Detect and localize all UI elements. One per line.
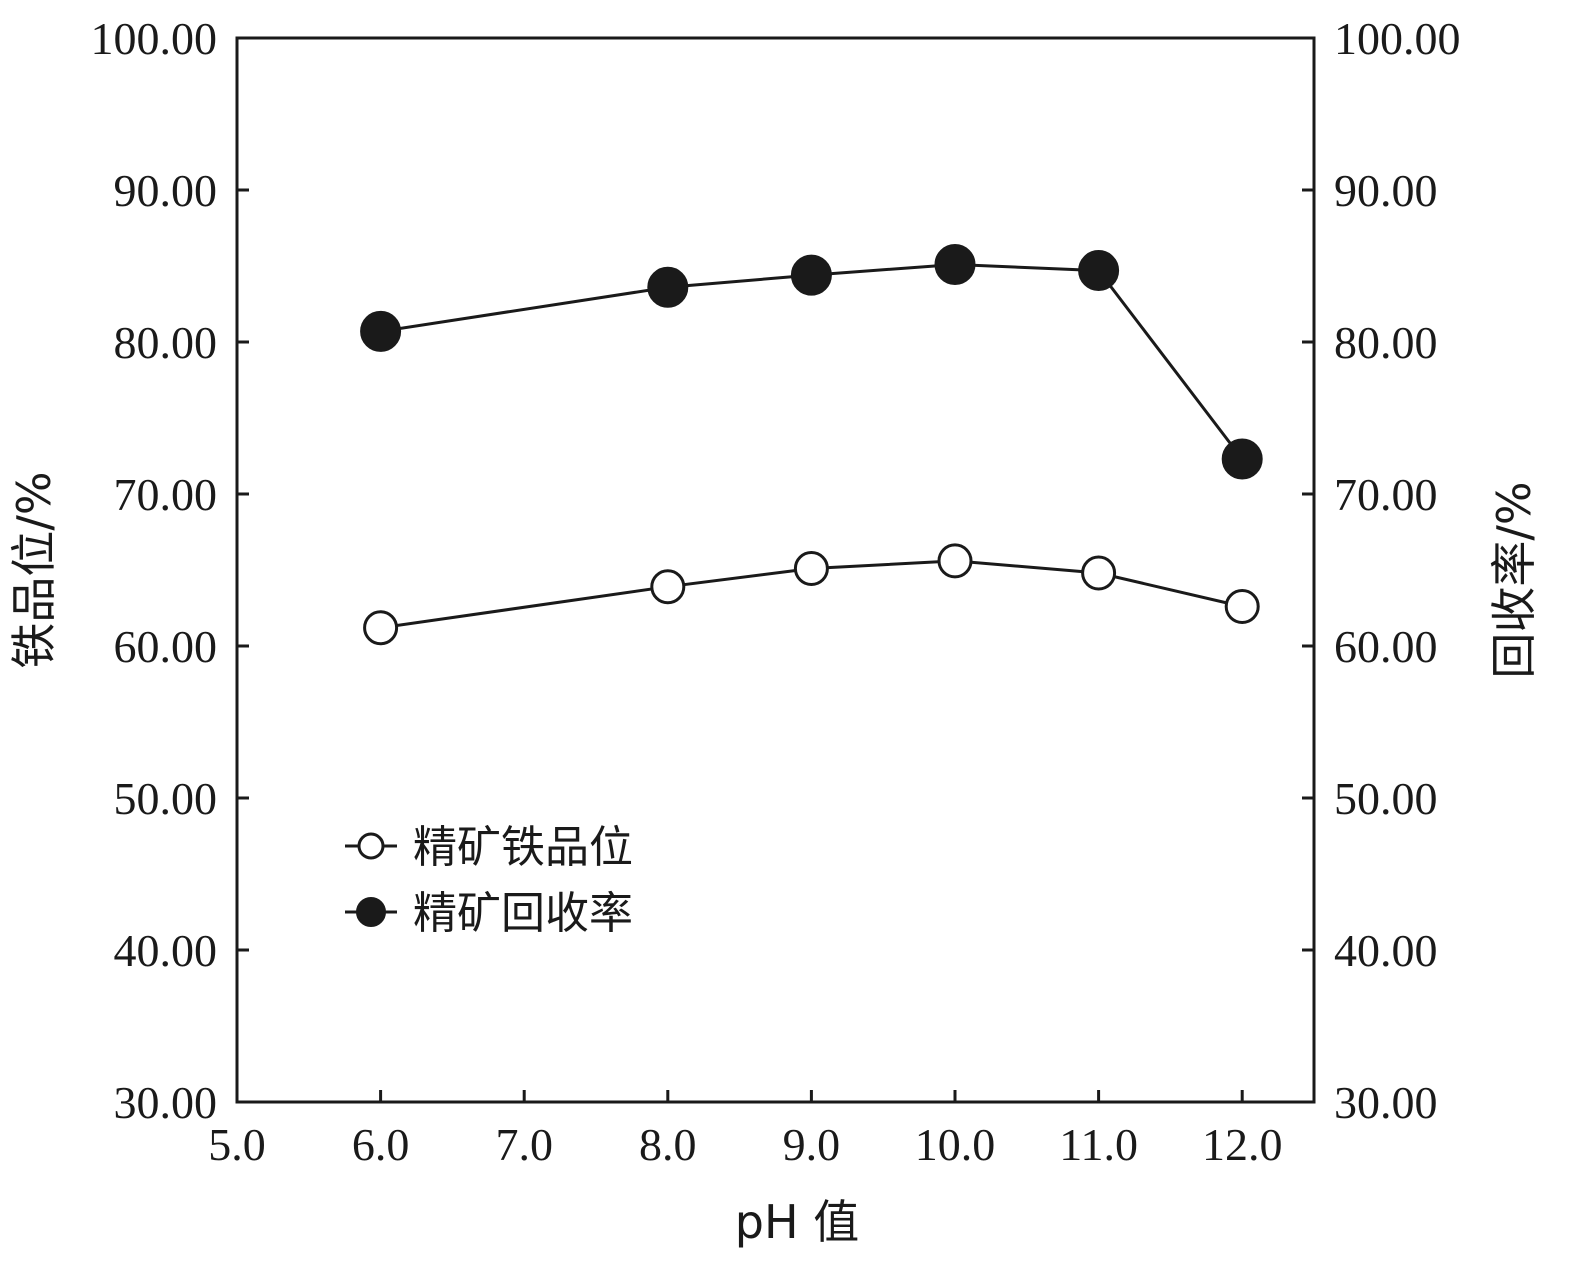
y-tick-label-right: 30.00 [1334,1077,1438,1128]
y-tick-label-left: 40.00 [114,925,218,976]
y-axis-right-title: 回收率/% [1487,481,1541,678]
x-axis-title: pH 值 [735,1195,859,1249]
plot-frame [235,36,1316,1104]
y-axis-right: 30.00 40.00 50.00 60.00 70.00 80.00 90.00 100.0… [1302,13,1461,1128]
x-tick-label: 7.0 [495,1119,553,1170]
x-tick-label: 9.0 [783,1119,841,1170]
x-tick-label: 11.0 [1059,1119,1138,1170]
y-tick-label-right: 60.00 [1334,621,1438,672]
x-tick-label: 5.0 [208,1119,266,1170]
x-axis: 5.0 6.0 7.0 8.0 9.0 10.0 11.0 12.0 [208,1090,1282,1170]
y-tick-label-right: 50.00 [1334,773,1438,824]
x-tick-label: 12.0 [1202,1119,1283,1170]
y-tick-label-right: 80.00 [1334,317,1438,368]
recovery-point [1078,250,1120,292]
recovery-point [934,243,976,285]
y-tick-label-left: 100.00 [91,13,218,64]
grade-point [363,610,399,646]
y-axis-left-title: 铁品位/% [7,471,61,668]
legend-marker-recovery [356,897,386,927]
x-tick-label: 10.0 [915,1119,996,1170]
y-tick-label-left: 90.00 [114,165,218,216]
grade-point [937,543,973,579]
series-line-1 [380,262,1244,460]
recovery-point [360,310,402,352]
y-tick-label-right: 90.00 [1334,165,1438,216]
grade-point [793,550,829,586]
series-line-0 [380,559,1243,630]
legend-label-grade: 精矿铁品位 [413,822,633,873]
x-tick-label: 6.0 [352,1119,410,1170]
grade-point [1224,588,1260,624]
legend-label-recovery: 精矿回收率 [413,888,633,939]
y-tick-label-left: 70.00 [114,469,218,520]
series-layer [360,243,1263,646]
y-tick-label-left: 60.00 [114,621,218,672]
recovery-point [790,254,832,296]
y-tick-label-left: 80.00 [114,317,218,368]
y-tick-label-left: 30.00 [114,1077,218,1128]
grade-point [650,569,686,605]
x-tick-label: 8.0 [639,1119,697,1170]
y-tick-label-left: 50.00 [114,773,218,824]
legend: 精矿铁品位 精矿回收率 [345,822,633,939]
grade-point [1081,555,1117,591]
legend-marker-grade [357,832,385,860]
y-tick-label-right: 70.00 [1334,469,1438,520]
y-tick-label-right: 100.00 [1334,13,1461,64]
recovery-point [1221,438,1263,480]
recovery-point [647,266,689,308]
y-axis-left: 30.00 40.00 50.00 60.00 70.00 80.00 90.00 100.0… [91,13,249,1128]
y-tick-label-right: 40.00 [1334,925,1438,976]
